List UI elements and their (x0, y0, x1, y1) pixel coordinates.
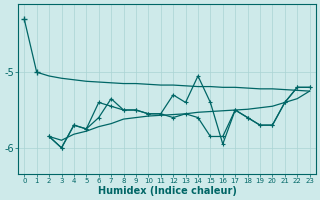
X-axis label: Humidex (Indice chaleur): Humidex (Indice chaleur) (98, 186, 236, 196)
